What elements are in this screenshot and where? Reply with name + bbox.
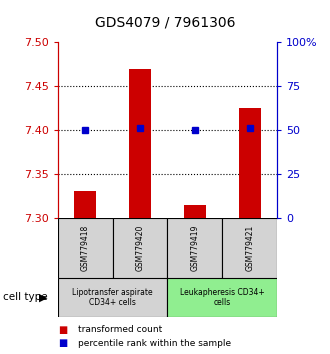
Text: GSM779421: GSM779421: [245, 225, 254, 271]
Bar: [168, 218, 222, 278]
Bar: [58, 218, 113, 278]
Text: Lipotransfer aspirate
CD34+ cells: Lipotransfer aspirate CD34+ cells: [72, 288, 153, 307]
Bar: [113, 218, 168, 278]
Text: cell type: cell type: [3, 292, 48, 302]
Bar: [58, 278, 168, 317]
Text: GDS4079 / 7961306: GDS4079 / 7961306: [95, 16, 235, 30]
Text: ▶: ▶: [39, 292, 47, 302]
Bar: [168, 278, 277, 317]
Text: ■: ■: [58, 325, 67, 335]
Bar: [184, 205, 206, 218]
Bar: [74, 192, 96, 218]
Text: GSM779420: GSM779420: [136, 224, 145, 271]
Text: GSM779419: GSM779419: [190, 224, 199, 271]
Bar: [222, 218, 277, 278]
Text: transformed count: transformed count: [78, 325, 162, 335]
Bar: [129, 69, 151, 218]
Text: GSM779418: GSM779418: [81, 225, 90, 271]
Text: percentile rank within the sample: percentile rank within the sample: [78, 339, 231, 348]
Bar: [239, 108, 261, 218]
Text: Leukapheresis CD34+
cells: Leukapheresis CD34+ cells: [180, 288, 265, 307]
Text: ■: ■: [58, 338, 67, 348]
